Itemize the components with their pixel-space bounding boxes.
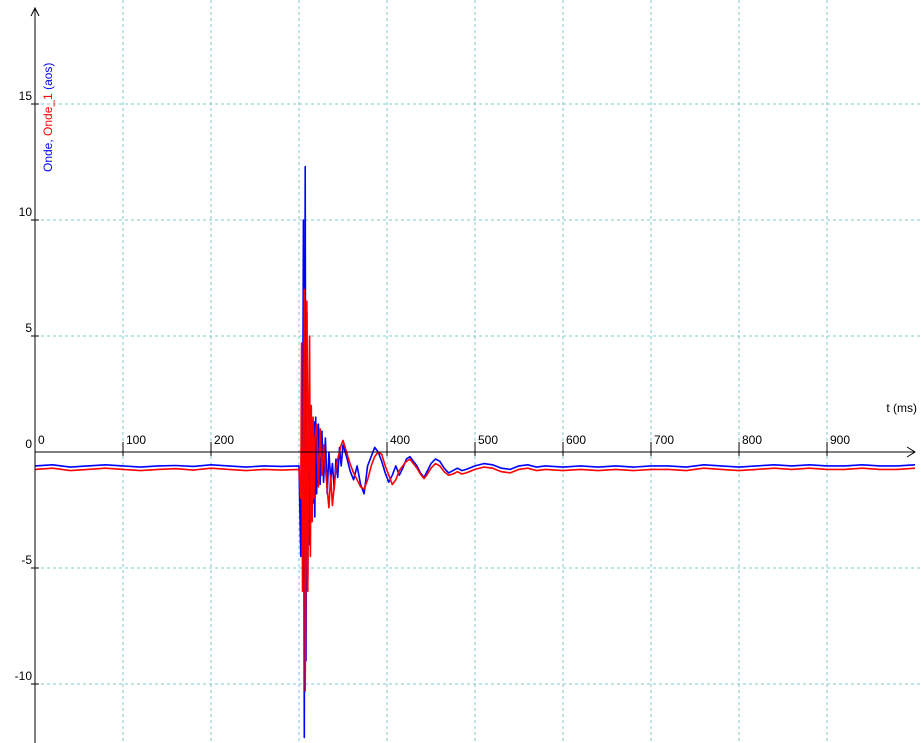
y-axis-arrow-icon — [30, 6, 40, 17]
y-axis-label-part-0: Onde — [41, 142, 55, 172]
tick-labels: 0 100 200 400 500 600 700 800 900 -10 -5 0 5 10 15 — [15, 89, 851, 683]
y-tick-label-15: 15 — [19, 89, 33, 103]
y-tick-label-5: 5 — [25, 321, 32, 335]
x-tick-label-800: 800 — [742, 433, 762, 447]
series-line-onde-1 — [34, 288, 916, 692]
x-tick-label-0: 0 — [38, 433, 45, 447]
x-axis-arrow-icon — [906, 446, 916, 458]
grid — [35, 0, 921, 743]
y-axis-label-part-2: Onde_1 — [41, 93, 55, 136]
y-axis-label-part-1: , — [41, 136, 55, 143]
x-tick-label-600: 600 — [566, 433, 586, 447]
y-tick-label-10: 10 — [19, 205, 33, 219]
x-tick-label-500: 500 — [478, 433, 498, 447]
x-tick-label-900: 900 — [830, 433, 850, 447]
y-tick-label-0: 0 — [25, 437, 32, 451]
x-tick-label-700: 700 — [654, 433, 674, 447]
series-group — [34, 165, 916, 739]
x-tick-label-400: 400 — [390, 433, 410, 447]
x-tick-label-200: 200 — [214, 433, 234, 447]
axes — [30, 6, 916, 743]
x-tick-label-100: 100 — [126, 433, 146, 447]
y-tick-label--10: -10 — [15, 669, 33, 683]
y-tick-label--5: -5 — [21, 553, 32, 567]
series-line-onde — [34, 165, 916, 739]
tick-marks — [31, 103, 828, 685]
x-axis-unit-label: t (ms) — [886, 401, 917, 415]
y-axis-label: Onde, Onde_1 (aos) — [41, 63, 55, 172]
y-axis-label-part-3: (aos) — [41, 63, 55, 94]
